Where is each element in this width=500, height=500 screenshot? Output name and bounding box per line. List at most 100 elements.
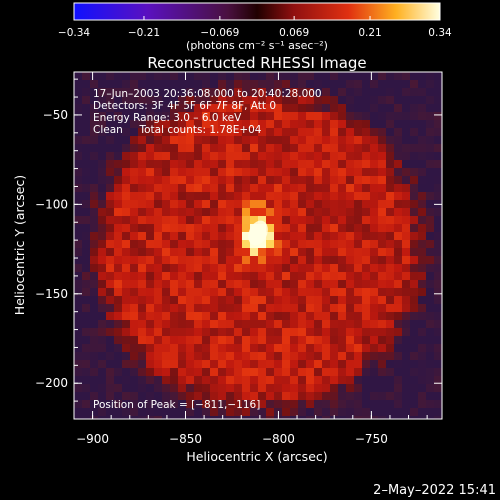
heatmap-cell [210, 184, 218, 192]
heatmap-cell [298, 400, 306, 408]
heatmap-cell [90, 352, 98, 360]
heatmap-cell [370, 128, 378, 136]
heatmap-cell [170, 128, 178, 136]
heatmap-cell [98, 328, 106, 336]
heatmap-cell [394, 264, 402, 272]
info-line-detectors: Detectors: 3F 4F 5F 6F 7F 8F, Att 0 [93, 100, 276, 112]
heatmap-cell [386, 360, 394, 368]
heatmap-cell [410, 384, 418, 392]
heatmap-cell [402, 296, 410, 304]
heatmap-cell [74, 168, 82, 176]
heatmap-cell [146, 120, 154, 128]
heatmap-cell [90, 184, 98, 192]
heatmap-cell [194, 72, 202, 80]
heatmap-cell [322, 400, 330, 408]
heatmap-cell [258, 256, 266, 264]
heatmap-cell [218, 376, 226, 384]
heatmap-cell [346, 72, 354, 80]
heatmap-cell [74, 232, 82, 240]
heatmap-cell [90, 168, 98, 176]
heatmap-cell [426, 232, 434, 240]
heatmap-cell [234, 368, 242, 376]
heatmap-cell [170, 384, 178, 392]
heatmap-cell [362, 128, 370, 136]
heatmap-cell [210, 176, 218, 184]
heatmap-cell [154, 184, 162, 192]
heatmap-cell [194, 224, 202, 232]
heatmap-cell [250, 408, 258, 416]
heatmap-cell [346, 272, 354, 280]
heatmap-cell [338, 328, 346, 336]
heatmap-cell [322, 384, 330, 392]
y-axis: −50−100−150−200 [35, 78, 442, 402]
heatmap-cell [130, 112, 138, 120]
heatmap-cell [426, 296, 434, 304]
heatmap-cell [250, 312, 258, 320]
heatmap-cell [434, 72, 442, 80]
heatmap-cell [394, 296, 402, 304]
heatmap-cell [394, 352, 402, 360]
heatmap-cell [306, 192, 314, 200]
heatmap-cell [346, 104, 354, 112]
heatmap-cell [362, 336, 370, 344]
heatmap-cell [194, 232, 202, 240]
heatmap-cell [146, 200, 154, 208]
heatmap-cell [114, 136, 122, 144]
heatmap-cell [146, 280, 154, 288]
heatmap-cell [122, 104, 130, 112]
heatmap-cell [394, 376, 402, 384]
heatmap-cell [146, 248, 154, 256]
heatmap-cell [346, 184, 354, 192]
heatmap-cell [338, 136, 346, 144]
heatmap-cell [266, 104, 274, 112]
heatmap-cell [298, 160, 306, 168]
heatmap-cell [234, 272, 242, 280]
heatmap-cell [282, 336, 290, 344]
heatmap-cell [194, 104, 202, 112]
heatmap-cell [210, 264, 218, 272]
heatmap-cell [218, 416, 226, 419]
heatmap-cell [146, 408, 154, 416]
x-tick-label: −900 [76, 432, 109, 446]
heatmap-cell [354, 72, 362, 80]
heatmap-cell [322, 416, 330, 419]
heatmap-cell [202, 328, 210, 336]
heatmap-cell [426, 376, 434, 384]
x-axis-label: Heliocentric X (arcsec) [186, 449, 327, 464]
heatmap-cell [378, 328, 386, 336]
heatmap-cell [178, 240, 186, 248]
heatmap-cell [122, 328, 130, 336]
heatmap-cell [354, 336, 362, 344]
heatmap-cell [106, 192, 114, 200]
heatmap-cell [154, 344, 162, 352]
heatmap-cell [98, 136, 106, 144]
heatmap-cell [346, 120, 354, 128]
heatmap-cell [218, 192, 226, 200]
heatmap-cell [90, 232, 98, 240]
heatmap-cell [282, 360, 290, 368]
heatmap-cell [426, 160, 434, 168]
heatmap-cell [266, 200, 274, 208]
heatmap-cell [226, 80, 234, 88]
heatmap-cell [202, 136, 210, 144]
heatmap-cell [74, 104, 82, 112]
heatmap-cell [354, 192, 362, 200]
heatmap-cell [74, 328, 82, 336]
heatmap-cell [82, 288, 90, 296]
heatmap-cell [154, 128, 162, 136]
heatmap-cell [218, 344, 226, 352]
heatmap-cell [202, 336, 210, 344]
heatmap-cell [394, 344, 402, 352]
heatmap-cell [218, 224, 226, 232]
heatmap-cell [202, 320, 210, 328]
heatmap-cell [410, 256, 418, 264]
heatmap-cell [306, 120, 314, 128]
heatmap-cell [130, 312, 138, 320]
heatmap-cell [82, 232, 90, 240]
heatmap-cell [194, 240, 202, 248]
heatmap-cell [282, 136, 290, 144]
heatmap-cell [282, 184, 290, 192]
heatmap-cell [210, 296, 218, 304]
heatmap-cell [298, 208, 306, 216]
heatmap-cell [298, 320, 306, 328]
